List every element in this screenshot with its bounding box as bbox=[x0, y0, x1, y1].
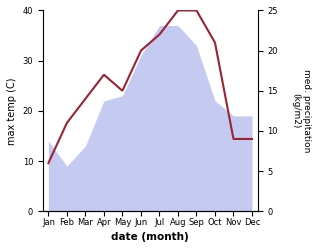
X-axis label: date (month): date (month) bbox=[111, 232, 189, 242]
Y-axis label: max temp (C): max temp (C) bbox=[7, 77, 17, 145]
Y-axis label: med. precipitation
(kg/m2): med. precipitation (kg/m2) bbox=[292, 69, 311, 153]
